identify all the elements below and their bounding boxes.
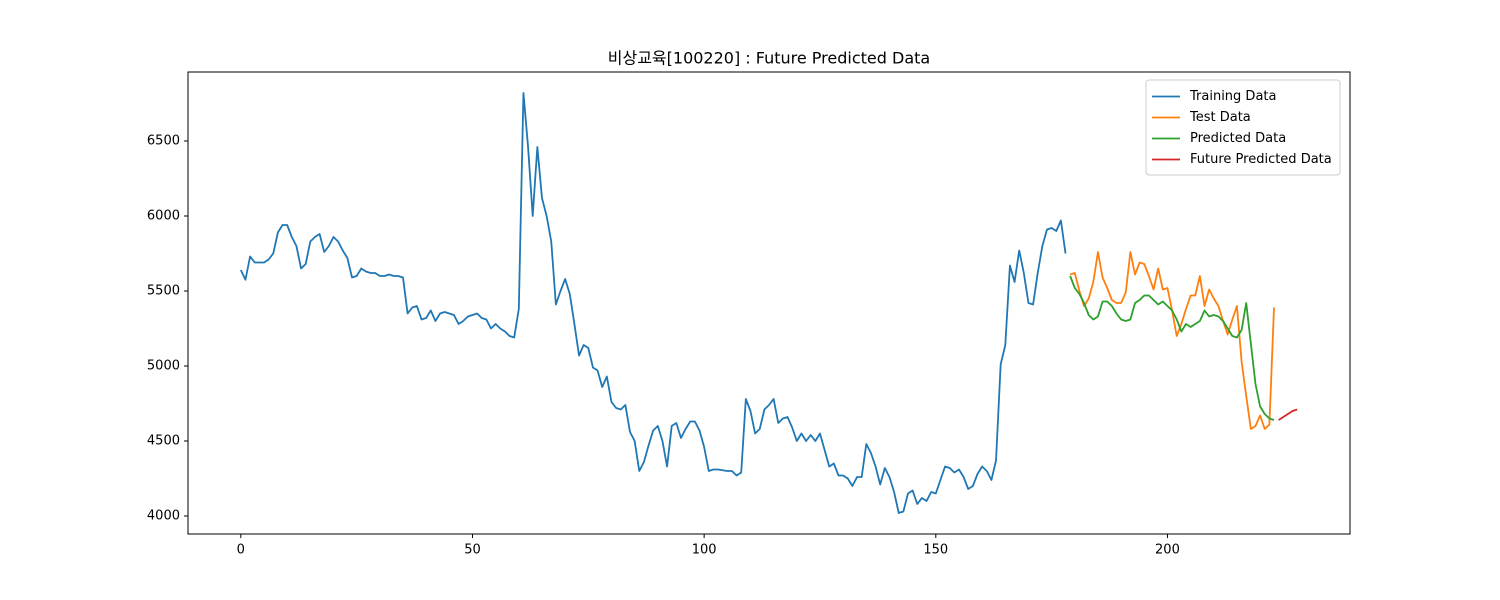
- x-tick-label: 100: [692, 543, 717, 558]
- series-line: [1278, 408, 1298, 421]
- y-tick-label: 4500: [147, 434, 180, 449]
- series-line: [1069, 275, 1275, 421]
- legend-label: Future Predicted Data: [1190, 152, 1332, 167]
- plot-frame: [187, 71, 1351, 535]
- y-tick-label: 6000: [147, 209, 180, 224]
- legend-label: Test Data: [1189, 110, 1251, 125]
- x-tick-label: 50: [464, 543, 481, 558]
- chart-title: 비상교육[100220] : Future Predicted Data: [608, 49, 930, 68]
- legend-box: [1145, 79, 1341, 176]
- y-tick-label: 5000: [147, 359, 180, 374]
- y-tick-label: 4000: [147, 509, 180, 524]
- y-tick-label: 6500: [147, 134, 180, 149]
- x-tick-label: 0: [237, 543, 245, 558]
- series-line: [240, 92, 1067, 514]
- x-tick-label: 150: [923, 543, 948, 558]
- y-tick-label: 5500: [147, 284, 180, 299]
- legend-label: Training Data: [1189, 89, 1276, 104]
- legend-label: Predicted Data: [1190, 131, 1286, 146]
- x-tick-label: 200: [1155, 543, 1180, 558]
